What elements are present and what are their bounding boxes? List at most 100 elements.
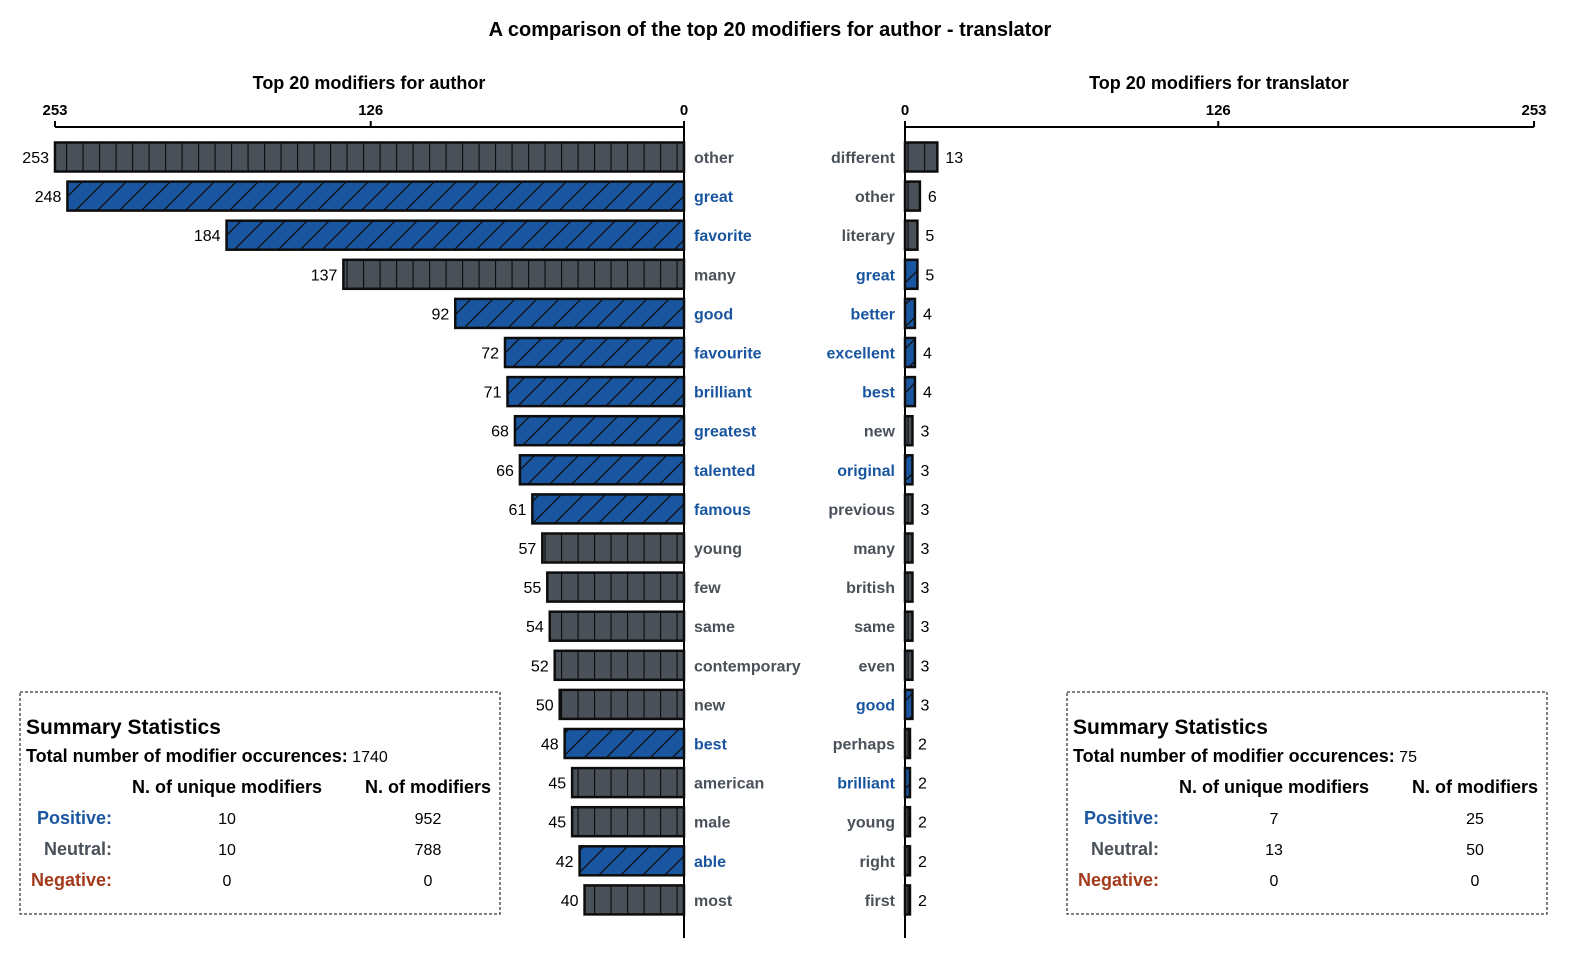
author-bar-value: 253 — [22, 150, 49, 167]
translator-summary-row-label: Negative: — [1078, 870, 1159, 890]
translator-bar-value: 4 — [923, 306, 932, 323]
translator-bar-label: best — [862, 385, 896, 402]
author-bar-value: 71 — [484, 385, 502, 402]
author-bar-value: 48 — [541, 737, 559, 754]
translator-bar-better — [903, 297, 917, 330]
author-bar-label: talented — [694, 463, 755, 480]
translator-bar-young — [903, 805, 912, 838]
translator-bar-label: brilliant — [837, 776, 895, 793]
author-bar-label: contemporary — [694, 658, 801, 675]
translator-bar-value: 2 — [918, 737, 927, 754]
translator-bar-value: 3 — [920, 541, 929, 558]
translator-summary-col-count: N. of modifiers — [1412, 777, 1538, 797]
author-bar-value: 45 — [548, 776, 566, 793]
translator-bar-other — [903, 180, 922, 212]
translator-bar-value: 6 — [928, 189, 937, 206]
translator-bar-label: new — [864, 424, 896, 441]
author-summary-heading: Summary Statistics — [26, 716, 221, 739]
author-bar-label: good — [694, 306, 733, 323]
translator-bar-value: 2 — [918, 815, 927, 832]
translator-bar-value: 3 — [920, 697, 929, 714]
author-summary-row-label: Positive: — [37, 808, 112, 828]
author-x-tick-label: 0 — [680, 102, 688, 119]
translator-bar-perhaps — [903, 727, 912, 760]
author-bar-label: favourite — [694, 346, 762, 363]
translator-bar-value: 3 — [920, 658, 929, 675]
translator-bar-label: first — [865, 893, 896, 910]
translator-bar-original — [903, 454, 914, 486]
translator-bar-label: different — [831, 150, 896, 167]
translator-summary-total-value: 75 — [1395, 749, 1417, 766]
author-summary-row-count: 0 — [424, 873, 433, 890]
author-bar-value: 184 — [194, 228, 221, 245]
author-x-tick-label: 253 — [42, 102, 67, 119]
author-bar-label: many — [694, 267, 736, 284]
author-bar-value: 72 — [481, 346, 499, 363]
author-bar-new — [558, 688, 686, 721]
author-summary-col-count: N. of modifiers — [365, 777, 491, 797]
translator-bar-first — [903, 884, 912, 916]
author-summary-row-label: Negative: — [31, 870, 112, 890]
translator-summary-row-unique: 0 — [1270, 873, 1279, 890]
author-bar-famous — [531, 493, 686, 525]
translator-bar-great — [903, 258, 919, 291]
author-bar-value: 55 — [523, 580, 541, 597]
author-bar-male — [570, 805, 686, 838]
author-bar-label: favorite — [694, 228, 752, 245]
author-summary-row-label: Neutral: — [44, 839, 112, 859]
author-bar-label: most — [694, 893, 733, 910]
author-bar-value: 68 — [491, 424, 509, 441]
translator-bar-label: other — [855, 189, 895, 206]
author-bar-label: same — [694, 619, 735, 636]
translator-bar-label: perhaps — [833, 737, 895, 754]
translator-bar-value: 2 — [918, 854, 927, 871]
translator-bar-value: 5 — [925, 267, 934, 284]
author-bar-contemporary — [553, 649, 686, 682]
translator-bar-value: 3 — [920, 463, 929, 480]
translator-bar-brilliant — [903, 766, 912, 799]
author-bar-value: 50 — [536, 697, 554, 714]
translator-bar-label: excellent — [827, 346, 896, 363]
translator-bar-many — [903, 532, 914, 564]
translator-bar-value: 3 — [920, 424, 929, 441]
author-bar-same — [548, 610, 686, 642]
author-bar-label: able — [694, 854, 726, 871]
author-summary-total-value: 1740 — [348, 749, 388, 766]
author-bar-favourite — [503, 336, 686, 369]
author-summary-row-count: 952 — [415, 811, 442, 828]
author-bar-brilliant — [506, 375, 686, 408]
translator-summary-row-label: Positive: — [1084, 808, 1159, 828]
author-bar-value: 57 — [518, 541, 536, 558]
author-summary-total-label: Total number of modifier occurences: — [26, 746, 348, 766]
author-summary-box — [19, 691, 501, 915]
author-bar-label: best — [694, 737, 728, 754]
author-bar-american — [570, 766, 686, 799]
author-summary-row-unique: 0 — [223, 873, 232, 890]
translator-bar-label: better — [851, 306, 895, 323]
translator-bar-label: original — [837, 463, 895, 480]
author-summary-row-unique: 10 — [218, 811, 236, 828]
author-subtitle: Top 20 modifiers for author — [253, 73, 486, 93]
author-bar-label: few — [694, 580, 721, 597]
translator-bar-label: many — [853, 541, 895, 558]
translator-bar-best — [903, 375, 917, 408]
translator-bar-label: same — [854, 619, 895, 636]
author-bar-value: 42 — [556, 854, 574, 871]
translator-bar-value: 3 — [920, 619, 929, 636]
author-bar-label: young — [694, 541, 742, 558]
author-summary-total: Total number of modifier occurences: 174… — [26, 746, 388, 766]
translator-bar-value: 4 — [923, 346, 932, 363]
translator-bar-value: 4 — [923, 385, 932, 402]
translator-summary-total-label: Total number of modifier occurences: — [1073, 746, 1395, 766]
translator-bar-previous — [903, 493, 914, 525]
translator-bar-value: 3 — [920, 580, 929, 597]
author-bar-value: 66 — [496, 463, 514, 480]
translator-summary-row-unique: 13 — [1265, 842, 1283, 859]
author-bar-label: great — [694, 189, 734, 206]
author-bar-favorite — [225, 219, 686, 251]
author-bar-value: 54 — [526, 619, 544, 636]
author-summary-row-count: 788 — [415, 842, 442, 859]
translator-bar-label: even — [859, 658, 895, 675]
author-bar-label: famous — [694, 502, 751, 519]
